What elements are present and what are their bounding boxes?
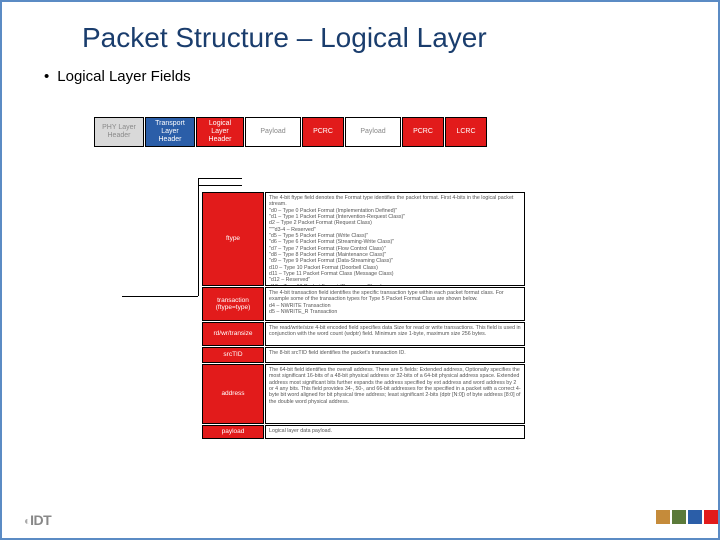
field-name-cell: transaction (ftype=type) — [202, 287, 264, 321]
fields-diagram: ftypetransaction (ftype=type)rd/wr/trans… — [202, 192, 525, 439]
bullet-icon: • — [44, 68, 49, 85]
bracket-line-icon — [198, 178, 242, 186]
slide-subtitle: • Logical Layer Fields — [44, 68, 718, 85]
field-name-cell: ftype — [202, 192, 264, 286]
footer-square — [688, 510, 702, 524]
packet-cell: Payload — [245, 117, 301, 147]
packet-cell: Transport Layer Header — [145, 117, 195, 147]
footer-square — [672, 510, 686, 524]
logo-idt: ◐IDT — [24, 512, 51, 528]
logo-text: IDT — [30, 512, 51, 528]
field-name-cell: rd/wr/transize — [202, 322, 264, 346]
packet-cell: PCRC — [302, 117, 344, 147]
packet-cell: LCRC — [445, 117, 487, 147]
subtitle-text: Logical Layer Fields — [57, 68, 190, 85]
field-name-cell: srcTID — [202, 347, 264, 363]
field-description-cell: The 4-bit transaction field identifies t… — [265, 287, 525, 321]
field-description-cell: The 64-bit field identifies the overall … — [265, 364, 525, 424]
field-description-cell: The read/write/size 4-bit encoded field … — [265, 322, 525, 346]
vertical-line-icon — [198, 186, 199, 296]
field-description-column: The 4-bit ftype field denotes the Format… — [265, 192, 525, 439]
footer-square — [656, 510, 670, 524]
footer-square — [704, 510, 718, 524]
arrow-line-icon — [122, 296, 198, 297]
footer-color-squares — [654, 510, 718, 524]
packet-structure-row: PHY Layer HeaderTransport Layer HeaderLo… — [94, 117, 718, 147]
slide-title: Packet Structure – Logical Layer — [82, 22, 718, 54]
field-description-cell: The 8-bit srcTID field identifies the pa… — [265, 347, 525, 363]
field-name-column: ftypetransaction (ftype=type)rd/wr/trans… — [202, 192, 264, 439]
field-name-cell: address — [202, 364, 264, 424]
packet-cell: PHY Layer Header — [94, 117, 144, 147]
packet-cell: PCRC — [402, 117, 444, 147]
packet-cell: Logical Layer Header — [196, 117, 244, 147]
field-description-cell: The 4-bit ftype field denotes the Format… — [265, 192, 525, 286]
packet-cell: Payload — [345, 117, 401, 147]
field-name-cell: payload — [202, 425, 264, 439]
field-description-cell: Logical layer data payload. — [265, 425, 525, 439]
